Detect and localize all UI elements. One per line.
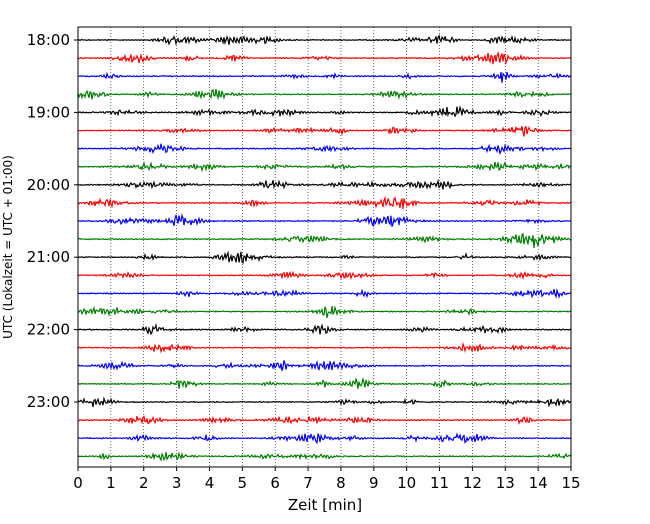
x-tick-label: 13 [496, 474, 515, 492]
x-tick-label: 7 [303, 474, 313, 492]
x-tick-label: 9 [369, 474, 379, 492]
y-tick-label: 23:00 [27, 393, 70, 411]
x-tick-label: 15 [561, 474, 580, 492]
x-tick-label: 6 [270, 474, 280, 492]
seismogram-trace [77, 396, 572, 408]
seismogram-trace [77, 305, 572, 319]
seismogram-trace [77, 341, 572, 354]
y-axis-ticks: 18:00 19:00 20:00 21:00 22:00 23:00 [27, 31, 78, 411]
x-tick-label: 5 [238, 474, 248, 492]
seismogram-trace [77, 415, 572, 426]
seismogram-trace [77, 213, 572, 228]
seismogram-trace [77, 50, 572, 65]
x-tick-label: 1 [106, 474, 116, 492]
seismogram-trace [77, 451, 572, 462]
y-tick-label: 20:00 [27, 176, 70, 194]
seismogram-trace [77, 71, 572, 83]
seismogram-trace [77, 195, 572, 210]
x-axis-label: Zeit [min] [288, 496, 362, 514]
seismogram-trace [77, 322, 572, 336]
x-axis-ticks: 0 1 2 3 4 5 6 7 8 9 10 11 12 13 14 15 [73, 467, 581, 492]
x-tick-label: 11 [430, 474, 449, 492]
seismogram-trace [77, 178, 572, 190]
seismogram-trace [77, 288, 572, 300]
plot-area-background [78, 27, 571, 467]
y-tick-label: 22:00 [27, 321, 70, 339]
y-tick-label: 19:00 [27, 103, 70, 121]
x-tick-label: 0 [73, 474, 83, 492]
seismogram-trace [77, 432, 572, 445]
x-tick-label: 4 [205, 474, 215, 492]
seismogram-trace [77, 376, 572, 390]
y-tick-label: 21:00 [27, 248, 70, 266]
seismogram-trace [77, 270, 572, 281]
seismogram-trace [77, 360, 572, 372]
seismogram-trace [77, 160, 572, 173]
x-tick-label: 10 [397, 474, 416, 492]
seismogram-trace [77, 143, 572, 156]
x-tick-label: 3 [172, 474, 182, 492]
seismogram-trace [77, 250, 572, 265]
seismogram-trace [77, 34, 572, 46]
y-axis-label: UTC (Lokalzeit = UTC + 01:00) [1, 155, 15, 339]
seismogram-trace [77, 125, 572, 137]
seismogram-trace [77, 105, 572, 118]
plot-frame [77, 26, 572, 468]
seismogram-trace [77, 89, 572, 101]
x-tick-label: 8 [336, 474, 346, 492]
trace-layer [77, 34, 572, 462]
seismogram-trace [77, 232, 572, 249]
grid-layer [110, 27, 539, 467]
x-tick-label: 14 [529, 474, 548, 492]
x-tick-label: 2 [139, 474, 149, 492]
y-tick-label: 18:00 [27, 31, 70, 49]
x-tick-label: 12 [463, 474, 482, 492]
